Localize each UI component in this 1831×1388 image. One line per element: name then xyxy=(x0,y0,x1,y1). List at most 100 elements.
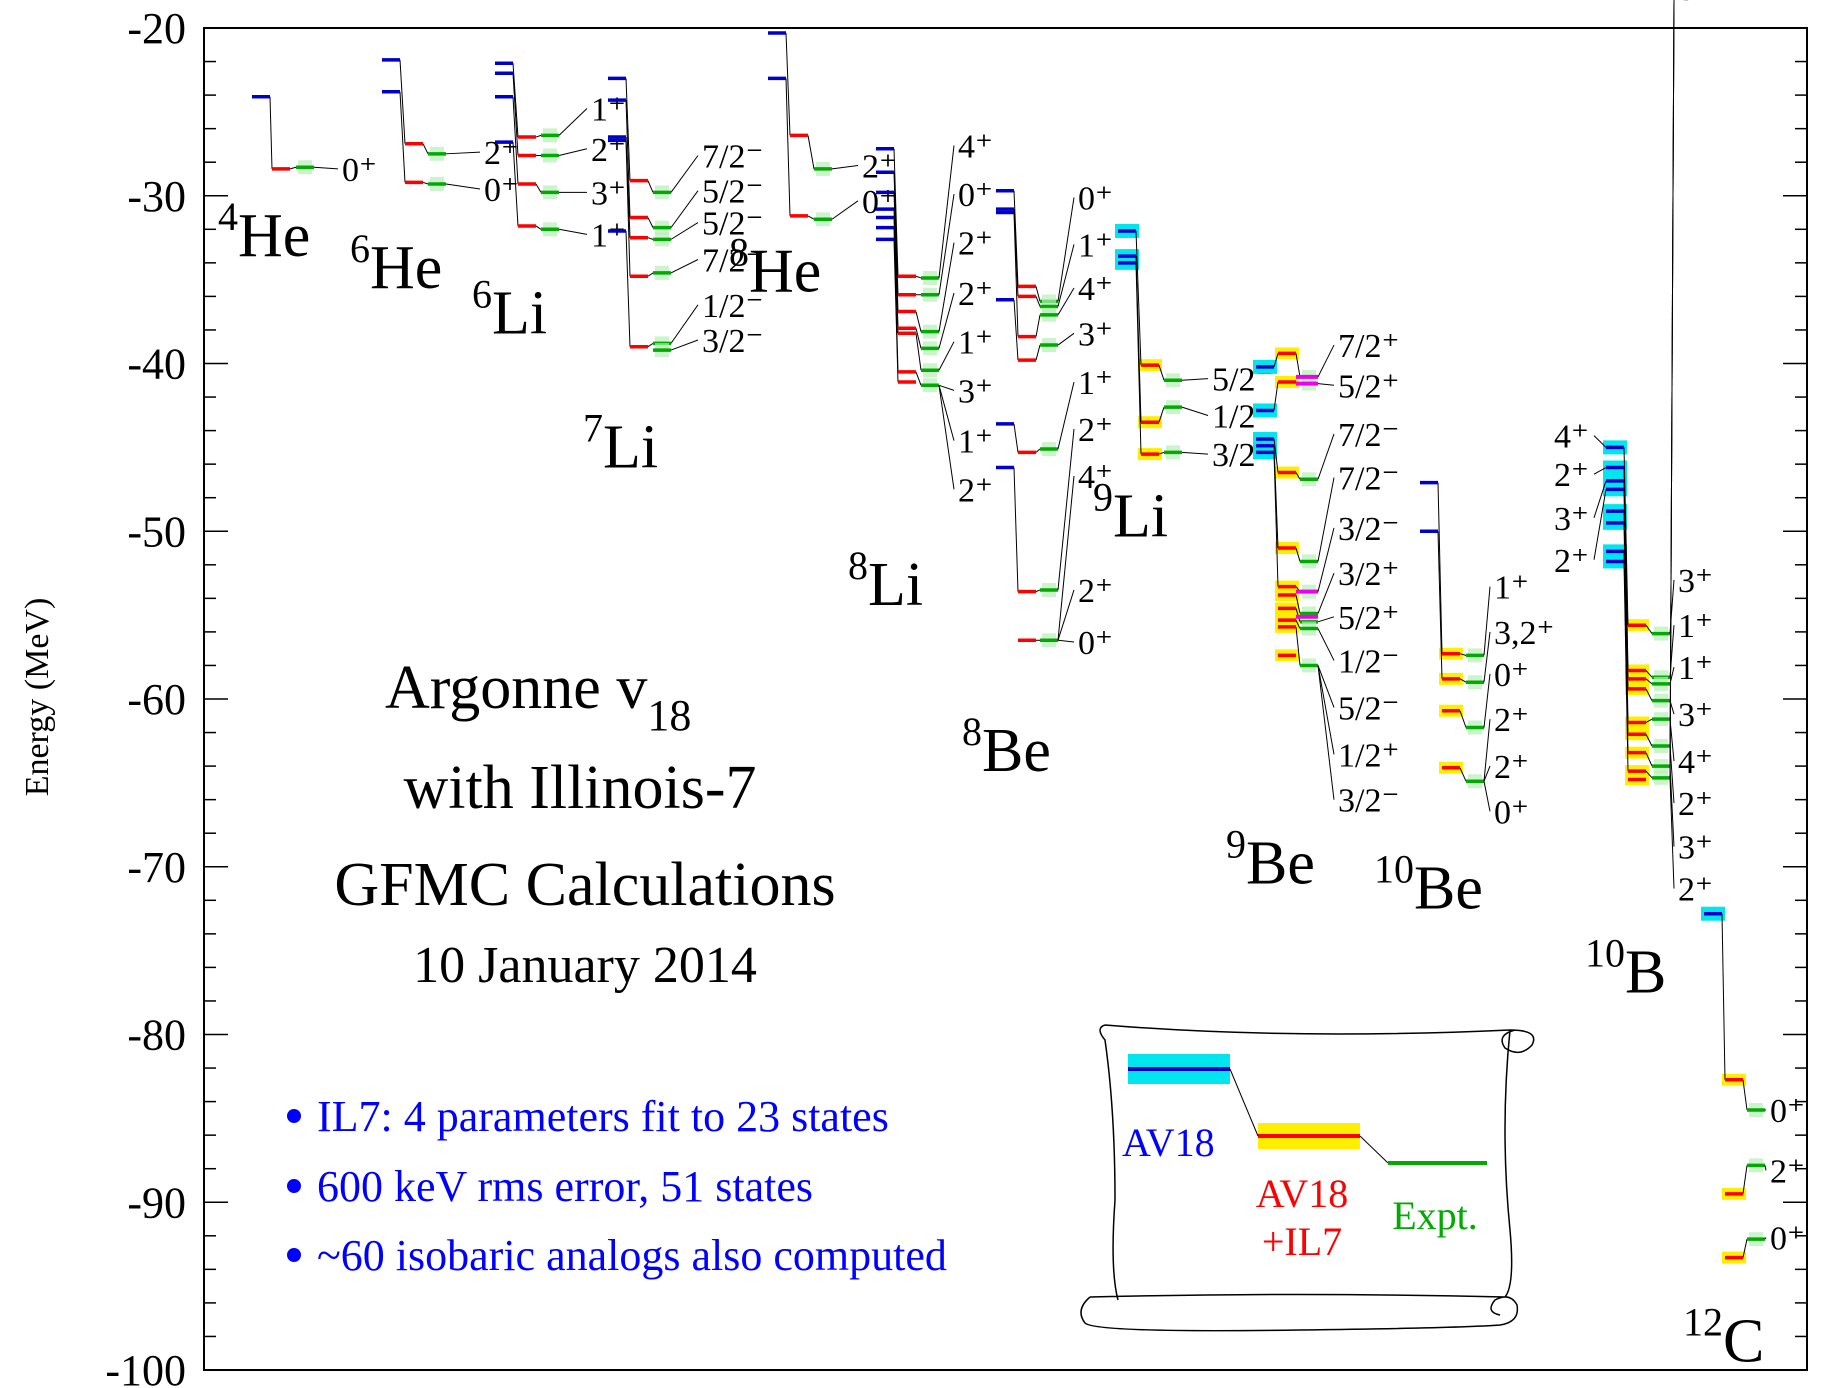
connector-line xyxy=(1459,653,1467,656)
connector-line xyxy=(1035,296,1041,307)
label-leader xyxy=(558,108,588,136)
jpi-label: 1⁺ xyxy=(1678,0,1713,8)
connector-line xyxy=(625,140,631,277)
label-leader xyxy=(1057,428,1075,591)
jpi-label: 7/2⁻ xyxy=(1338,461,1399,498)
connector-line xyxy=(785,78,791,216)
label-leader xyxy=(1317,477,1335,562)
jpi-label: 7/2⁻ xyxy=(702,242,763,279)
connector-line xyxy=(1273,381,1279,411)
connector-line xyxy=(1158,451,1165,455)
bullet-dot-1 xyxy=(287,1109,301,1123)
label-leader xyxy=(1593,435,1607,448)
connector-line xyxy=(1035,589,1041,593)
label-leader xyxy=(938,384,955,391)
jpi-label: 4⁺ xyxy=(1078,271,1113,308)
bullet-text-3: ~60 isobaric analogs also computed xyxy=(317,1231,947,1280)
jpi-label: 2⁺ xyxy=(1494,749,1529,786)
connector-line xyxy=(1645,752,1653,767)
connector-line xyxy=(1295,619,1301,629)
label-leader xyxy=(1483,673,1491,728)
legend-il7-label-2: +IL7 xyxy=(1262,1219,1342,1264)
connector-line xyxy=(1459,710,1467,728)
label-leader xyxy=(1181,378,1209,381)
connector-line xyxy=(422,181,429,185)
nucleus-mass: 6 xyxy=(472,271,492,316)
connector-line xyxy=(1295,594,1301,614)
nucleus-label: 12C xyxy=(1683,1300,1764,1376)
label-leader xyxy=(1317,383,1335,386)
y-tick-label: -20 xyxy=(127,4,186,53)
nucleus-symbol: He xyxy=(238,202,310,270)
connector-line xyxy=(1645,718,1653,723)
label-leader xyxy=(1317,665,1335,708)
nucleus-label: 8He xyxy=(729,229,821,305)
label-leader xyxy=(1669,0,1675,778)
jpi-label: 2⁺ xyxy=(1494,702,1529,739)
label-leader xyxy=(1057,639,1075,643)
nucleus-symbol: C xyxy=(1723,1308,1764,1376)
connector-line xyxy=(1273,438,1279,473)
jpi-label: 3⁺ xyxy=(1678,697,1713,734)
jpi-label: 2⁺ xyxy=(862,149,897,186)
jpi-label: 1⁺ xyxy=(958,424,993,461)
connector-line xyxy=(512,142,519,226)
jpi-label: 1⁺ xyxy=(1078,365,1113,402)
connector-line xyxy=(1645,688,1653,701)
connector-line xyxy=(1273,353,1279,367)
connector-line xyxy=(1459,767,1467,782)
label-leader xyxy=(1764,1165,1767,1171)
nucleus-mass: 12 xyxy=(1683,1300,1723,1345)
jpi-label: 3⁺ xyxy=(1554,501,1589,538)
connector-line xyxy=(1742,1079,1748,1111)
connector-line xyxy=(807,135,815,169)
label-leader xyxy=(558,228,588,235)
connector-line xyxy=(647,272,654,277)
nucleus-mass: 8 xyxy=(848,543,868,588)
connector-line xyxy=(1035,448,1041,453)
connector-line xyxy=(535,183,542,193)
connector-line xyxy=(647,217,654,228)
label-leader xyxy=(1057,381,1075,450)
jpi-label: 3⁺ xyxy=(1678,0,1713,8)
connector-line xyxy=(1295,353,1301,378)
connector-line xyxy=(1013,299,1019,361)
nucleus-symbol: Be xyxy=(1414,855,1483,923)
label-leader xyxy=(938,385,955,441)
connector-line xyxy=(625,100,631,218)
label-leader xyxy=(1181,406,1209,416)
jpi-label: 2⁺ xyxy=(1554,543,1589,580)
label-leader xyxy=(1057,287,1075,316)
jpi-label: 2⁺ xyxy=(1678,872,1713,909)
label-leader xyxy=(1317,527,1335,592)
bullet-dot-2 xyxy=(287,1179,301,1193)
label-leader xyxy=(1317,433,1335,480)
label-leader xyxy=(1057,332,1075,346)
connector-line xyxy=(1013,190,1019,287)
jpi-label: 2⁺ xyxy=(1078,573,1113,610)
connector-line xyxy=(512,96,519,185)
connector-line xyxy=(1135,230,1142,366)
connector-line xyxy=(1721,913,1726,1080)
connector-line xyxy=(625,78,631,181)
jpi-label: 4⁺ xyxy=(1078,459,1113,496)
nucleus-symbol: B xyxy=(1625,939,1666,1007)
jpi-label: 0⁺ xyxy=(1494,794,1529,831)
connector-line xyxy=(893,172,899,295)
connector-line xyxy=(1035,314,1041,337)
jpi-label: 1⁺ xyxy=(958,325,993,362)
nucleus-label: 7Li xyxy=(583,406,658,482)
jpi-label: 1/2⁻ xyxy=(1338,643,1399,680)
legend-connector-1 xyxy=(1229,1068,1259,1137)
legend-scroll: AV18 AV18 +IL7 Expt. xyxy=(1080,1024,1535,1332)
jpi-label: 3/2⁻ xyxy=(1338,783,1399,820)
connector-line xyxy=(1437,482,1443,654)
label-leader xyxy=(670,155,699,193)
jpi-label: 3⁺ xyxy=(1078,316,1113,353)
jpi-label: 2⁺ xyxy=(958,276,993,313)
connector-line xyxy=(915,275,922,279)
nucleus-label: 4He xyxy=(218,194,310,270)
bullet-list: IL7: 4 parameters fit to 23 states 600 k… xyxy=(287,1092,947,1280)
connector-line xyxy=(1742,1165,1748,1194)
jpi-label: 5/2⁻ xyxy=(702,174,763,211)
